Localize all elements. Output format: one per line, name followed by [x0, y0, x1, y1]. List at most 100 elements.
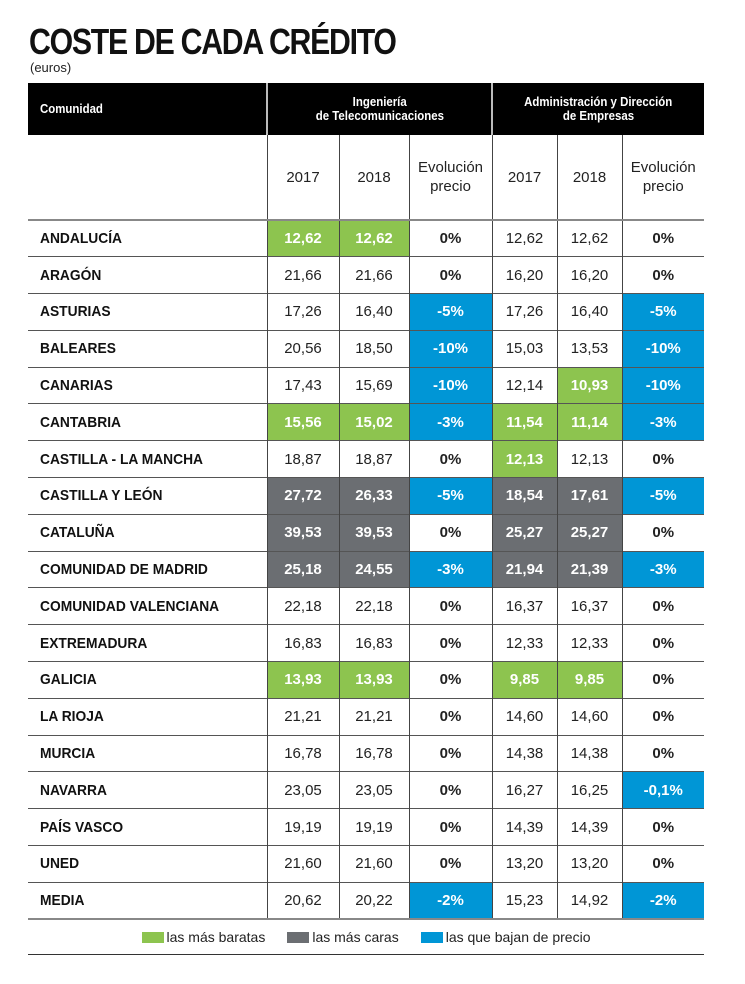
- ade-evolution-cell: 0%: [621, 661, 705, 699]
- region-name: ANDALUCÍA: [40, 230, 123, 248]
- ade-evolution-cell: -2%: [621, 881, 705, 921]
- header-telecom-evolution: Evolución precio: [408, 135, 492, 220]
- region-name: CASTILLA Y LEÓN: [40, 487, 163, 505]
- header-comunidad: Comunidad: [28, 83, 267, 135]
- telecom-2017-cell: 25,18: [266, 550, 339, 588]
- ade-evolution-cell: 0%: [621, 808, 705, 846]
- region-name-cell: COMUNIDAD DE MADRID: [28, 550, 267, 588]
- region-name-cell: CANARIAS: [28, 366, 267, 404]
- units-subtitle: (euros): [30, 60, 72, 75]
- header-group-telecom-line1: Ingeniería: [352, 94, 407, 109]
- table-row: COMUNIDAD DE MADRID 25,18 24,55 -3% 21,94 21,…: [28, 550, 705, 588]
- region-name-cell: ANDALUCÍA: [28, 219, 267, 257]
- ade-2018-cell: 16,25: [556, 771, 622, 809]
- telecom-evolution-cell: -10%: [408, 329, 492, 368]
- region-name-cell: MURCIA: [28, 734, 267, 772]
- ade-2017-cell: 18,54: [491, 477, 557, 515]
- telecom-evolution-cell: -2%: [408, 881, 492, 921]
- telecom-evolution-cell: 0%: [408, 845, 492, 883]
- header-group-telecom-line2: de Telecomunicaciones: [315, 108, 444, 123]
- telecom-evolution-cell: -3%: [408, 403, 492, 441]
- telecom-evolution-cell: 0%: [408, 697, 492, 736]
- table-row: PAÍS VASCO 19,19 19,19 0% 14,39 14,39 0%: [28, 808, 705, 846]
- legend-item: las más baratas: [141, 929, 265, 945]
- table-row: BALEARES 20,56 18,50 -10% 15,03 13,53 -10%: [28, 329, 705, 368]
- region-name: MURCIA: [40, 745, 96, 763]
- ade-2018-cell: 12,33: [556, 624, 622, 662]
- ade-evolution-cell: -5%: [621, 477, 705, 515]
- ade-evolution-cell: 0%: [621, 845, 705, 883]
- credit-cost-table: Comunidad Ingeniería de Telecomunicacion…: [28, 83, 705, 921]
- region-name-cell: CASTILLA - LA MANCHA: [28, 440, 267, 478]
- evol-line2: precio: [642, 178, 684, 195]
- telecom-evolution-cell: -5%: [408, 293, 492, 331]
- ade-2018-cell: 16,37: [556, 587, 622, 625]
- telecom-2017-cell: 16,83: [266, 624, 339, 662]
- region-name-cell: UNED: [28, 845, 267, 883]
- ade-2017-cell: 12,33: [491, 624, 557, 662]
- telecom-2018-cell: 16,78: [338, 734, 409, 772]
- region-name-cell: CASTILLA Y LEÓN: [28, 477, 267, 515]
- page-title: COSTE DE CADA CRÉDITO: [29, 21, 397, 62]
- telecom-evolution-cell: 0%: [408, 661, 492, 699]
- table-row: CASTILLA - LA MANCHA 18,87 18,87 0% 12,13 12,…: [28, 440, 705, 478]
- ade-2017-cell: 21,94: [491, 550, 557, 588]
- telecom-evolution-cell: 0%: [408, 440, 492, 478]
- ade-2018-cell: 14,38: [556, 734, 622, 772]
- ade-2018-cell: 13,53: [556, 329, 622, 368]
- region-name-cell: NAVARRA: [28, 771, 267, 809]
- ade-2017-cell: 15,03: [491, 329, 557, 368]
- table-row: ANDALUCÍA 12,62 12,62 0% 12,62 12,62 0%: [28, 219, 705, 257]
- ade-evolution-cell: -3%: [621, 403, 705, 441]
- legend-swatch-icon: [141, 931, 164, 943]
- region-name: EXTREMADURA: [40, 634, 148, 652]
- region-name: CASTILLA - LA MANCHA: [40, 450, 204, 468]
- ade-2018-cell: 16,20: [556, 256, 622, 294]
- legend-label: las que bajan de precio: [445, 929, 591, 945]
- table-row: CASTILLA Y LEÓN 27,72 26,33 -5% 18,54 17,61 -5…: [28, 477, 705, 515]
- ade-2017-cell: 17,26: [491, 293, 557, 331]
- telecom-2018-cell: 21,60: [338, 845, 409, 883]
- telecom-2018-cell: 24,55: [338, 550, 409, 588]
- header-comunidad-label: Comunidad: [40, 101, 103, 116]
- region-name: CATALUÑA: [40, 524, 115, 542]
- telecom-2018-cell: 16,83: [338, 624, 409, 662]
- header-group-ade-line2: de Empresas: [562, 108, 635, 123]
- ade-2017-cell: 11,54: [491, 403, 557, 441]
- telecom-2018-cell: 18,87: [338, 440, 409, 478]
- legend: las más baratas las más caras las que baja…: [28, 929, 704, 945]
- header-ade-2017: 2017: [491, 135, 557, 220]
- ade-2017-cell: 12,13: [491, 440, 557, 478]
- legend-item: las más caras: [287, 929, 399, 945]
- table-row: COMUNIDAD VALENCIANA 22,18 22,18 0% 16,37 16,…: [28, 587, 705, 625]
- region-name: GALICIA: [40, 671, 97, 689]
- telecom-evolution-cell: 0%: [408, 513, 492, 552]
- region-name-cell: CANTABRIA: [28, 403, 267, 441]
- telecom-evolution-cell: 0%: [408, 587, 492, 625]
- ade-2018-cell: 17,61: [556, 477, 622, 515]
- telecom-2018-cell: 26,33: [338, 477, 409, 515]
- ade-2017-cell: 12,62: [491, 219, 557, 257]
- table-row: UNED 21,60 21,60 0% 13,20 13,20 0%: [28, 845, 705, 883]
- bottom-divider: [28, 954, 704, 955]
- telecom-2017-cell: 20,56: [266, 329, 339, 368]
- region-name-cell: MEDIA: [28, 881, 267, 921]
- evol-line1: Evolución: [630, 159, 696, 176]
- ade-evolution-cell: -10%: [621, 366, 705, 404]
- telecom-evolution-cell: 0%: [408, 219, 492, 257]
- region-name-cell: COMUNIDAD VALENCIANA: [28, 587, 267, 625]
- region-name: PAÍS VASCO: [40, 818, 124, 836]
- telecom-2018-cell: 18,50: [338, 329, 409, 368]
- region-name: COMUNIDAD DE MADRID: [40, 561, 208, 579]
- ade-evolution-cell: 0%: [621, 513, 705, 552]
- telecom-2018-cell: 39,53: [338, 513, 409, 552]
- ade-2017-cell: 16,37: [491, 587, 557, 625]
- ade-2017-cell: 13,20: [491, 845, 557, 883]
- ade-evolution-cell: 0%: [621, 697, 705, 736]
- telecom-evolution-cell: 0%: [408, 734, 492, 772]
- table-body: ANDALUCÍA 12,62 12,62 0% 12,62 12,62 0% ARAGÓN 2…: [28, 219, 705, 921]
- ade-2018-cell: 13,20: [556, 845, 622, 883]
- header-band: Comunidad Ingeniería de Telecomunicacion…: [28, 83, 705, 135]
- ade-evolution-cell: 0%: [621, 440, 705, 478]
- table-row: ARAGÓN 21,66 21,66 0% 16,20 16,20 0%: [28, 256, 705, 294]
